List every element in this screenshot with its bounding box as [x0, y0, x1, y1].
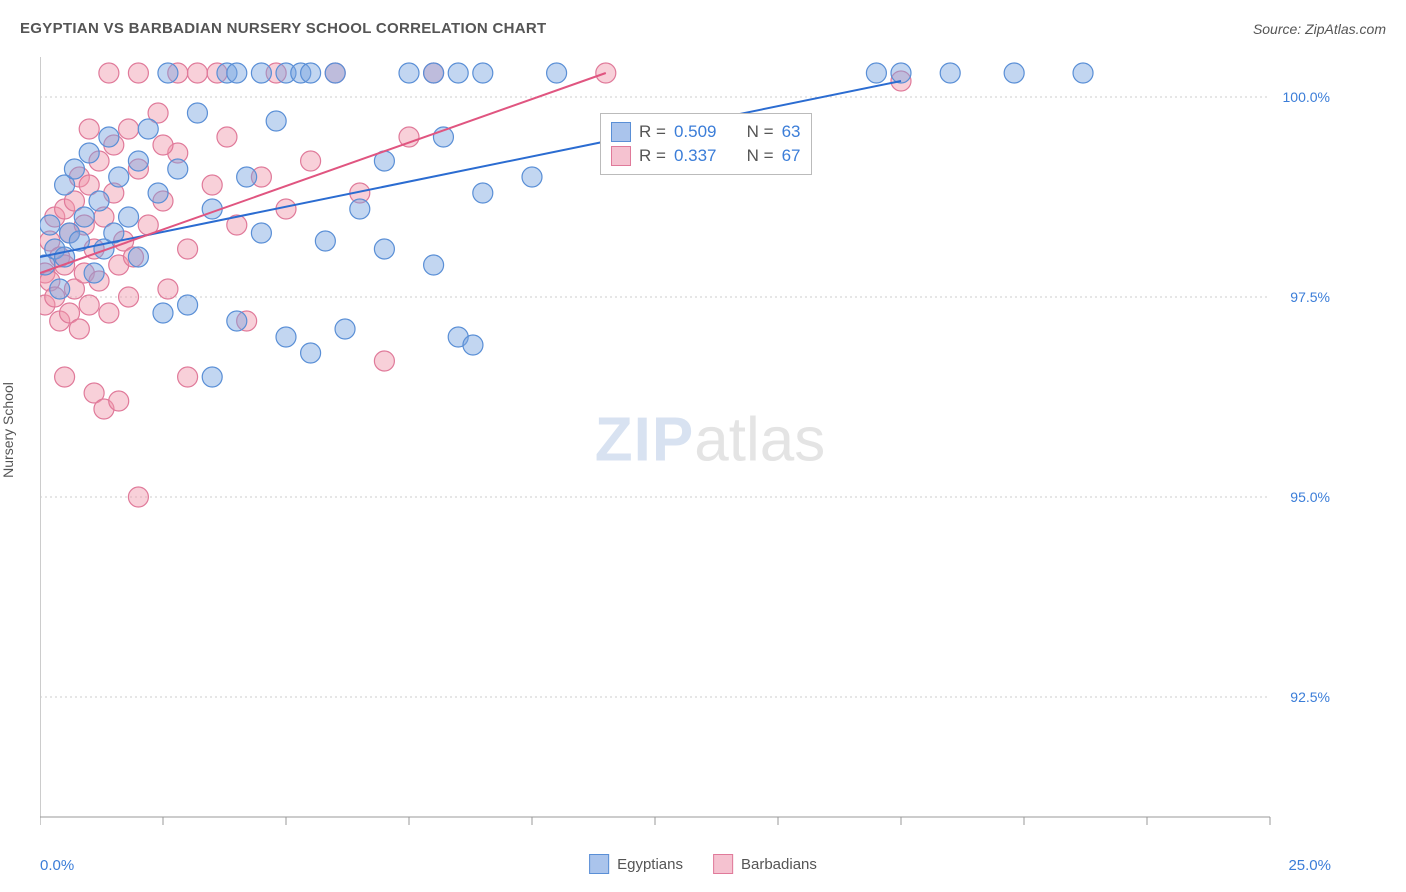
svg-text:100.0%: 100.0% [1283, 89, 1330, 105]
stats-n-label: N = [747, 146, 774, 166]
x-max-label: 25.0% [1288, 857, 1331, 874]
stats-n-value: 63 [782, 122, 801, 142]
svg-text:97.5%: 97.5% [1290, 289, 1330, 305]
legend-item: Barbadians [713, 854, 817, 874]
stats-n-value: 67 [782, 146, 801, 166]
stats-r-label: R = [639, 122, 666, 142]
stats-row: R = 0.509 N = 63 [611, 120, 801, 144]
stats-n-label: N = [747, 122, 774, 142]
stats-box: R = 0.509 N = 63R = 0.337 N = 67 [600, 113, 812, 175]
legend-swatch [713, 854, 733, 874]
stats-r-value: 0.509 [674, 122, 717, 142]
chart-title: EGYPTIAN VS BARBADIAN NURSERY SCHOOL COR… [20, 20, 547, 37]
stats-r-label: R = [639, 146, 666, 166]
y-axis-label: Nursery School [0, 382, 16, 478]
legend: Egyptians Barbadians [589, 854, 817, 874]
chart-header: EGYPTIAN VS BARBADIAN NURSERY SCHOOL COR… [20, 20, 1386, 37]
legend-label: Egyptians [617, 856, 683, 873]
legend-swatch [589, 854, 609, 874]
svg-text:95.0%: 95.0% [1290, 489, 1330, 505]
legend-label: Barbadians [741, 856, 817, 873]
plot-container: 92.5%95.0%97.5%100.0% ZIPatlas R = 0.509… [40, 55, 1380, 825]
x-min-label: 0.0% [40, 857, 74, 874]
stats-swatch [611, 146, 631, 166]
source-label: Source: ZipAtlas.com [1253, 21, 1386, 37]
stats-row: R = 0.337 N = 67 [611, 144, 801, 168]
stats-r-value: 0.337 [674, 146, 717, 166]
legend-item: Egyptians [589, 854, 683, 874]
svg-text:92.5%: 92.5% [1290, 689, 1330, 705]
stats-swatch [611, 122, 631, 142]
